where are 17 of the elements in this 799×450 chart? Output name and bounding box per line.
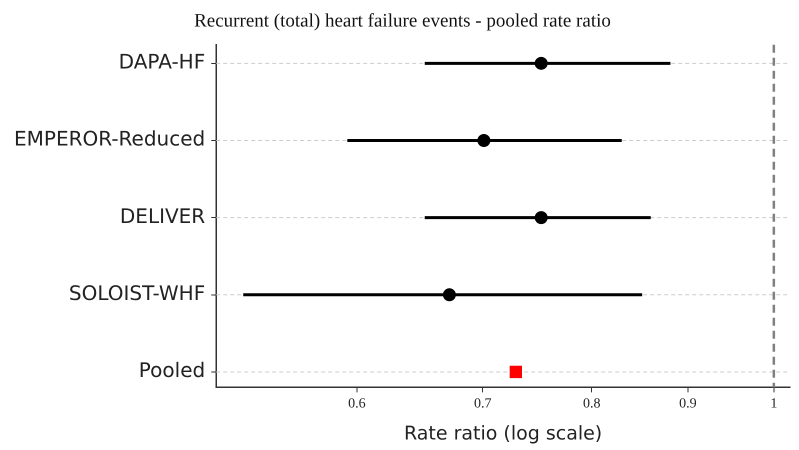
y-tick-label: EMPEROR-Reduced — [14, 126, 206, 151]
y-tick-label: SOLOIST-WHF — [68, 281, 206, 306]
point — [534, 56, 548, 70]
point — [534, 211, 548, 224]
x-tick-label: 1 — [770, 396, 778, 412]
point — [510, 366, 522, 378]
point — [477, 134, 490, 147]
x-tick-label: 0.6 — [348, 396, 366, 412]
x-tick-label: 0.9 — [679, 396, 697, 412]
x-tick-label: 0.7 — [474, 396, 492, 412]
y-tick-label: Pooled — [138, 358, 206, 382]
x-tick-label: 0.8 — [582, 396, 600, 412]
point — [442, 288, 456, 302]
y-tick-label: DAPA-HF — [118, 50, 206, 74]
y-tick-label: DELIVER — [120, 204, 206, 228]
chart-title: Recurrent (total) heart failure events - pooled rate ratio — [194, 10, 611, 32]
x-axis-title: Rate ratio (log scale) — [404, 422, 602, 445]
